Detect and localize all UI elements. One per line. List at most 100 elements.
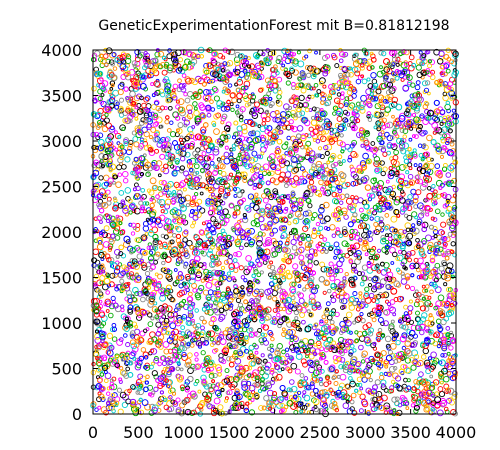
- data-point: [349, 343, 355, 349]
- data-point: [266, 389, 274, 397]
- data-point: [452, 204, 458, 210]
- data-point: [286, 195, 290, 199]
- data-point: [260, 146, 267, 153]
- data-point: [224, 145, 229, 150]
- data-point: [425, 384, 432, 390]
- data-point: [237, 130, 243, 137]
- data-point: [175, 99, 180, 104]
- data-point: [331, 233, 337, 238]
- data-point: [96, 122, 103, 129]
- data-point: [153, 386, 159, 392]
- data-point: [139, 120, 145, 126]
- data-point: [332, 291, 337, 297]
- data-point: [283, 253, 288, 258]
- data-point: [440, 353, 445, 358]
- data-point: [184, 76, 191, 83]
- data-point: [241, 318, 249, 325]
- data-point: [126, 54, 132, 60]
- data-point: [96, 396, 102, 403]
- data-point: [434, 208, 441, 215]
- data-point: [434, 286, 442, 294]
- data-point: [112, 66, 118, 71]
- data-point: [426, 186, 432, 191]
- data-point: [365, 130, 370, 135]
- data-point: [94, 385, 100, 391]
- data-point: [348, 72, 354, 78]
- data-point: [342, 117, 348, 123]
- data-point: [334, 63, 340, 69]
- data-point: [234, 60, 240, 67]
- data-point: [113, 130, 118, 135]
- data-point: [216, 157, 222, 162]
- data-point: [106, 99, 112, 104]
- data-point: [128, 139, 134, 145]
- data-point: [319, 77, 326, 85]
- data-point: [444, 103, 451, 111]
- data-point: [270, 368, 275, 373]
- data-point: [314, 50, 318, 55]
- data-point: [434, 262, 441, 269]
- data-point: [183, 261, 189, 267]
- data-point: [287, 221, 292, 226]
- data-point: [148, 211, 156, 219]
- data-point: [435, 146, 443, 153]
- data-point: [179, 384, 185, 390]
- data-point: [315, 284, 320, 289]
- data-point: [125, 96, 130, 101]
- data-point: [362, 152, 369, 160]
- data-point: [361, 78, 368, 85]
- data-point: [275, 301, 281, 307]
- data-point: [108, 281, 115, 288]
- data-point: [381, 50, 387, 57]
- data-point: [105, 233, 112, 239]
- data-point: [339, 382, 345, 389]
- data-point: [181, 314, 187, 320]
- data-point: [358, 291, 363, 296]
- data-point: [284, 247, 292, 255]
- data-point: [415, 316, 421, 322]
- data-point: [132, 195, 138, 200]
- data-point: [331, 375, 336, 381]
- data-point: [386, 302, 392, 307]
- data-point: [311, 212, 318, 218]
- data-point: [339, 133, 344, 138]
- data-point: [395, 339, 401, 346]
- data-point: [149, 135, 153, 140]
- data-point: [214, 335, 221, 342]
- data-point: [332, 111, 337, 116]
- data-point: [120, 51, 127, 57]
- data-point: [265, 203, 272, 210]
- data-point: [271, 290, 278, 297]
- data-point: [439, 71, 444, 76]
- data-point: [413, 379, 419, 385]
- data-point: [252, 204, 260, 211]
- data-point: [422, 118, 429, 125]
- data-point: [369, 51, 374, 56]
- data-point: [302, 287, 307, 292]
- data-point: [117, 172, 123, 177]
- data-point: [189, 304, 195, 310]
- data-point: [281, 275, 287, 280]
- data-point: [136, 253, 143, 260]
- data-point: [199, 230, 206, 236]
- data-point: [268, 194, 275, 201]
- data-point: [252, 185, 257, 191]
- data-point: [400, 191, 406, 197]
- data-point: [159, 203, 164, 208]
- data-point: [147, 321, 154, 327]
- data-point: [403, 49, 410, 56]
- data-point: [388, 166, 393, 171]
- data-point: [184, 408, 192, 416]
- data-point: [120, 270, 126, 277]
- data-point: [118, 190, 125, 196]
- data-point: [232, 258, 238, 263]
- data-point: [360, 143, 365, 148]
- data-point: [114, 284, 119, 289]
- data-point: [217, 193, 222, 198]
- data-point: [220, 228, 226, 234]
- data-point: [243, 80, 251, 88]
- data-point: [360, 271, 365, 276]
- data-point: [135, 390, 140, 395]
- data-point: [413, 408, 419, 414]
